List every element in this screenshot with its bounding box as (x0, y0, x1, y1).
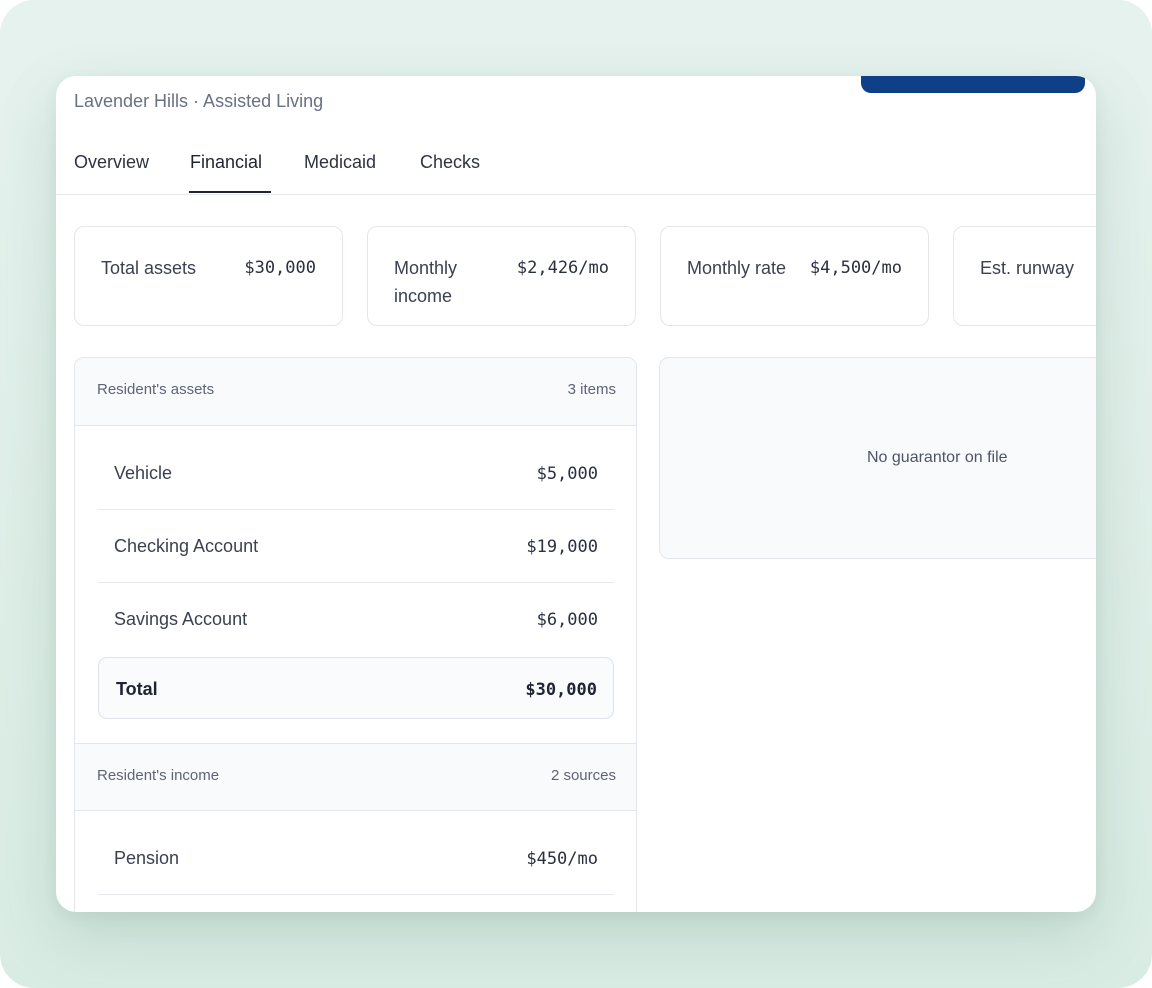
active-tab-indicator (189, 191, 271, 193)
stat-value: $4,500/mo (809, 258, 902, 278)
tab-checks[interactable]: Checks (420, 152, 481, 172)
assets-section-title: Resident's assets (97, 381, 215, 398)
tab-overview[interactable]: Overview (74, 152, 150, 172)
stat-label: Monthly income (394, 258, 458, 306)
stat-value: $2,426/mo (516, 258, 609, 278)
income-row[interactable]: Pension $450/mo (98, 822, 614, 895)
stat-label: Total assets (101, 258, 197, 278)
asset-row[interactable]: Savings Account $6,000 (98, 583, 614, 656)
asset-name: Vehicle (114, 463, 173, 483)
income-name: Pension (114, 848, 180, 868)
asset-amount: $6,000 (536, 610, 598, 630)
asset-row[interactable]: Vehicle $5,000 (98, 437, 614, 510)
no-guarantor-message: No guarantor on file (867, 449, 1008, 466)
guarantor-panel: No guarantor on file (659, 357, 1096, 559)
stat-value: $30,000 (244, 258, 316, 278)
assets-count: 3 items (567, 381, 616, 398)
tab-medicaid[interactable]: Medicaid (304, 152, 377, 172)
stat-total-assets: Total assets $30,000 (74, 226, 343, 326)
assets-total-amount: $30,000 (525, 680, 597, 700)
asset-name: Savings Account (114, 609, 248, 629)
assets-section-header: Resident's assets 3 items (75, 358, 636, 426)
tab-financial[interactable]: Financial (190, 152, 263, 172)
resident-finances-panel: Resident's assets 3 items Vehicle $5,000… (74, 357, 637, 912)
facility-subtitle: Lavender Hills · Assisted Living (74, 91, 324, 111)
income-section-header: Resident's income 2 sources (75, 743, 636, 811)
stat-label: Monthly rate (687, 258, 787, 278)
resident-financial-card: Lavender Hills · Assisted Living Overvie… (56, 76, 1096, 912)
income-amount: $450/mo (526, 849, 598, 869)
stat-monthly-income: Monthly income $2,426/mo (367, 226, 636, 326)
tab-bar: Overview Financial Medicaid Checks (56, 138, 1096, 195)
asset-amount: $19,000 (526, 537, 598, 557)
assets-total-label: Total (116, 679, 158, 699)
stat-est-runway: Est. runway (953, 226, 1096, 326)
stat-label: Est. runway (980, 258, 1075, 278)
primary-action-button[interactable] (861, 76, 1085, 93)
asset-amount: $5,000 (536, 464, 598, 484)
asset-name: Checking Account (114, 536, 259, 556)
asset-row[interactable]: Checking Account $19,000 (98, 510, 614, 583)
assets-total-row: Total $30,000 (98, 657, 614, 719)
stat-monthly-rate: Monthly rate $4,500/mo (660, 226, 929, 326)
income-count: 2 sources (550, 767, 616, 784)
income-section-title: Resident's income (97, 767, 220, 784)
